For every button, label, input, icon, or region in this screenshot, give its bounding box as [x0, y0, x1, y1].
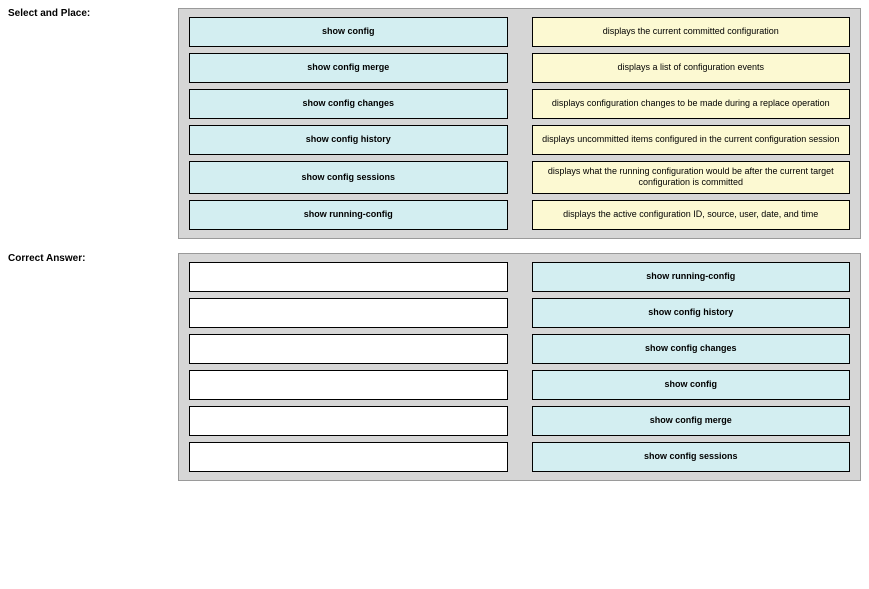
bottom-row: show config changes [189, 334, 850, 364]
top-panel: show config displays the current committ… [178, 8, 861, 239]
command-cell[interactable]: show config history [189, 125, 508, 155]
top-row: show config changes displays configurati… [189, 89, 850, 119]
command-cell[interactable]: show config sessions [189, 161, 508, 194]
bottom-row: show config merge [189, 406, 850, 436]
bottom-panel: show running-config show config history … [178, 253, 861, 481]
top-row: show config displays the current committ… [189, 17, 850, 47]
description-cell[interactable]: displays the current committed configura… [532, 17, 851, 47]
select-place-label: Select and Place: [8, 8, 178, 19]
answer-cell[interactable]: show config [532, 370, 851, 400]
correct-answer-section: Correct Answer: show running-config show… [8, 253, 861, 481]
empty-cell[interactable] [189, 406, 508, 436]
bottom-row: show config [189, 370, 850, 400]
top-row: show config history displays uncommitted… [189, 125, 850, 155]
bottom-row: show config history [189, 298, 850, 328]
correct-answer-label: Correct Answer: [8, 253, 178, 264]
command-cell[interactable]: show config merge [189, 53, 508, 83]
empty-cell[interactable] [189, 370, 508, 400]
top-row: show running-config displays the active … [189, 200, 850, 230]
description-cell[interactable]: displays a list of configuration events [532, 53, 851, 83]
empty-cell[interactable] [189, 298, 508, 328]
top-row: show config merge displays a list of con… [189, 53, 850, 83]
empty-cell[interactable] [189, 262, 508, 292]
answer-cell[interactable]: show running-config [532, 262, 851, 292]
description-cell[interactable]: displays uncommitted items configured in… [532, 125, 851, 155]
bottom-row: show running-config [189, 262, 850, 292]
description-cell[interactable]: displays the active configuration ID, so… [532, 200, 851, 230]
answer-cell[interactable]: show config sessions [532, 442, 851, 472]
empty-cell[interactable] [189, 334, 508, 364]
empty-cell[interactable] [189, 442, 508, 472]
description-cell[interactable]: displays what the running configuration … [532, 161, 851, 194]
command-cell[interactable]: show config changes [189, 89, 508, 119]
command-cell[interactable]: show config [189, 17, 508, 47]
description-cell[interactable]: displays configuration changes to be mad… [532, 89, 851, 119]
bottom-row: show config sessions [189, 442, 850, 472]
answer-cell[interactable]: show config changes [532, 334, 851, 364]
select-place-section: Select and Place: show config displays t… [8, 8, 861, 239]
answer-cell[interactable]: show config history [532, 298, 851, 328]
answer-cell[interactable]: show config merge [532, 406, 851, 436]
top-row: show config sessions displays what the r… [189, 161, 850, 194]
command-cell[interactable]: show running-config [189, 200, 508, 230]
